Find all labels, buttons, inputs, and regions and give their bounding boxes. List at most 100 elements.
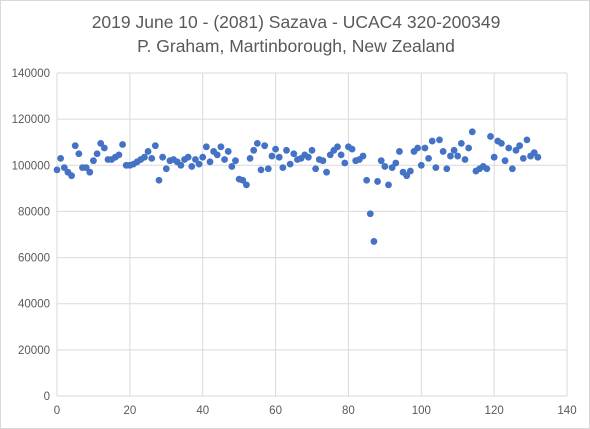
data-point <box>283 146 290 154</box>
x-tick-label: 120 <box>485 405 504 417</box>
data-point <box>432 164 440 171</box>
data-point <box>370 238 378 245</box>
data-point <box>392 159 400 167</box>
data-point <box>403 172 411 180</box>
data-point <box>159 153 167 161</box>
data-point <box>483 165 491 173</box>
data-point <box>428 137 436 145</box>
x-tick-label: 140 <box>557 405 576 417</box>
chart-title: 2019 June 10 - (2081) Sazava - UCAC4 320… <box>91 12 501 32</box>
data-point <box>359 152 367 160</box>
data-point <box>264 165 272 173</box>
data-point <box>490 153 498 161</box>
y-tick-label: 80000 <box>18 206 50 218</box>
data-point <box>348 145 356 153</box>
data-point <box>75 150 83 158</box>
data-point <box>421 144 429 152</box>
data-point <box>188 163 196 170</box>
data-point <box>326 151 334 159</box>
data-point <box>341 159 349 167</box>
data-point <box>217 143 225 151</box>
data-point <box>530 149 538 156</box>
data-point <box>202 143 210 151</box>
data-point <box>374 178 381 185</box>
data-point <box>93 150 101 158</box>
data-point <box>439 148 447 155</box>
data-point <box>279 164 287 171</box>
data-point <box>323 168 330 176</box>
data-point <box>505 144 513 152</box>
data-point <box>155 176 163 184</box>
data-point <box>239 176 247 184</box>
data-point <box>436 136 443 144</box>
data-point <box>334 143 341 151</box>
data-point <box>425 154 432 162</box>
data-point <box>275 153 283 161</box>
y-axis-tick-labels: 0 20000 40000 60000 80000 100000 120000 140000 <box>12 68 50 403</box>
data-point <box>141 153 148 161</box>
y-tick-label: 40000 <box>18 299 50 311</box>
data-point <box>246 154 254 162</box>
data-point <box>501 157 509 165</box>
data-point <box>519 154 527 162</box>
data-point <box>512 146 520 154</box>
data-point <box>468 128 476 136</box>
data-point <box>82 164 90 171</box>
data-point <box>534 153 542 161</box>
x-tick-label: 100 <box>412 405 431 417</box>
data-point <box>250 146 258 154</box>
data-point <box>68 172 75 180</box>
data-point <box>253 139 261 147</box>
x-tick-label: 0 <box>54 405 60 417</box>
data-point <box>119 141 126 148</box>
data-point <box>487 133 494 140</box>
data-point <box>90 157 97 165</box>
data-point <box>100 144 108 152</box>
data-point <box>450 146 458 154</box>
data-point <box>396 148 403 155</box>
x-axis-tick-labels: 0 20 40 60 80 100 120 140 <box>54 405 577 417</box>
data-point <box>363 176 371 184</box>
data-point <box>148 154 156 162</box>
data-points <box>53 128 542 245</box>
y-tick-label: 0 <box>44 391 50 403</box>
data-point <box>337 151 345 159</box>
data-point <box>388 164 396 171</box>
data-point <box>457 139 465 147</box>
data-point <box>443 165 451 173</box>
data-point <box>312 165 320 173</box>
y-tick-label: 20000 <box>18 345 50 357</box>
data-point <box>272 145 279 153</box>
data-point <box>381 163 389 170</box>
data-point <box>377 157 385 165</box>
data-point <box>60 164 68 171</box>
y-tick-label: 60000 <box>18 253 50 265</box>
data-point <box>232 157 239 165</box>
data-point <box>461 156 469 163</box>
data-point <box>53 166 61 174</box>
data-point <box>115 151 123 159</box>
data-point <box>268 152 276 160</box>
data-point <box>447 152 454 160</box>
gridlines <box>56 72 568 397</box>
x-tick-label: 20 <box>123 405 136 417</box>
y-tick-label: 120000 <box>12 114 50 126</box>
data-point <box>57 154 65 162</box>
data-point <box>261 142 269 150</box>
data-point <box>304 153 312 161</box>
data-point <box>184 153 192 161</box>
data-point <box>523 136 531 144</box>
data-point <box>414 144 422 152</box>
data-point <box>177 161 185 169</box>
data-point <box>290 150 298 158</box>
data-point <box>221 156 228 163</box>
data-point <box>199 153 207 161</box>
y-tick-label: 140000 <box>12 68 50 80</box>
data-point <box>465 144 473 152</box>
data-point <box>206 158 214 166</box>
x-tick-label: 40 <box>196 405 209 417</box>
data-point <box>366 210 374 218</box>
x-tick-label: 60 <box>269 405 282 417</box>
data-point <box>385 181 392 189</box>
